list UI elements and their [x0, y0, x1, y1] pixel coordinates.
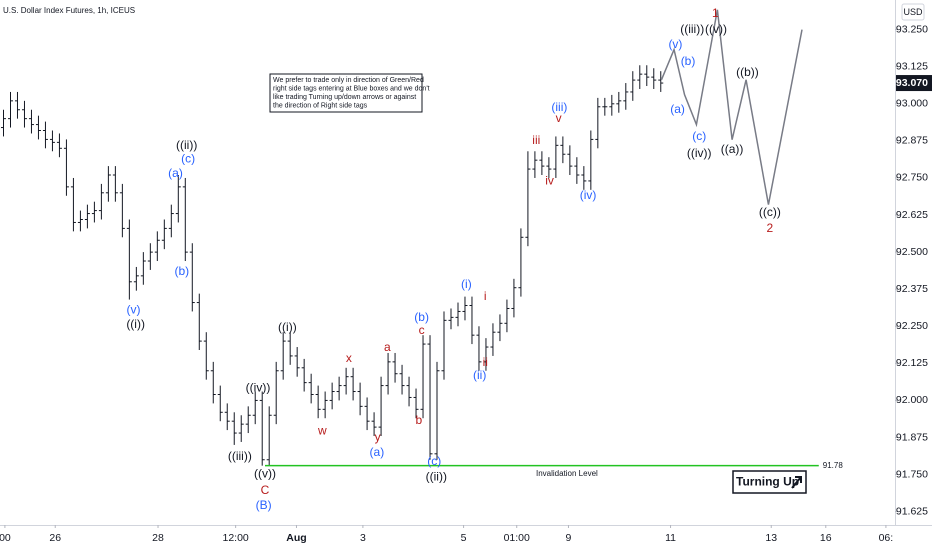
wave-label: ((v))	[254, 467, 276, 481]
y-tick-label: 91.625	[896, 505, 928, 517]
wave-label: (a)	[370, 445, 385, 459]
y-tick-label: 92.000	[896, 394, 928, 406]
wave-label: (iii)	[551, 100, 567, 114]
chart-title: U.S. Dollar Index Futures, 1h, ICEUS	[3, 6, 135, 15]
x-tick-label: 12:00	[222, 532, 248, 544]
wave-label: iii	[532, 133, 540, 147]
wave-label: ((iii))	[228, 449, 252, 463]
wave-label: (v)	[668, 37, 682, 51]
wave-label: C	[261, 483, 270, 497]
y-tick-label: 92.500	[896, 246, 928, 258]
wave-label: (ii)	[473, 368, 486, 382]
y-tick-label: 92.375	[896, 283, 928, 295]
wave-label: (i)	[461, 277, 472, 291]
x-tick-label: 3	[360, 532, 366, 544]
x-tick-label: 16	[820, 532, 832, 544]
y-tick-label: 92.875	[896, 135, 928, 147]
last-price-label: 93.070	[896, 77, 928, 89]
wave-label: b	[415, 413, 422, 427]
wave-label: (iv)	[580, 188, 597, 202]
signal-label: Turning Up	[736, 475, 799, 489]
x-tick-label: 9	[566, 532, 572, 544]
x-tick-label: 11	[665, 532, 676, 544]
y-tick-label: 92.750	[896, 172, 928, 184]
wave-label: ((i))	[126, 317, 145, 331]
x-tick-label: 13	[765, 532, 777, 544]
wave-label: (b)	[174, 264, 189, 278]
note-line: We prefer to trade only in direction of …	[273, 77, 424, 84]
x-tick-label: 00	[0, 532, 11, 544]
projection-path	[660, 9, 803, 205]
wave-label: (c)	[692, 129, 706, 143]
x-tick-label: Aug	[286, 532, 306, 544]
wave-label: ((v))	[705, 22, 727, 36]
wave-label: (B)	[256, 498, 272, 512]
y-tick-label: 91.750	[896, 468, 928, 480]
y-tick-label: 92.125	[896, 357, 928, 369]
wave-label: 1	[712, 6, 719, 20]
signal-box	[732, 470, 807, 494]
wave-label: v	[556, 111, 562, 125]
wave-label: a	[384, 340, 391, 354]
last-price-tag	[896, 75, 932, 92]
wave-label: ((c))	[759, 205, 781, 219]
wave-label: ((iv))	[246, 381, 271, 395]
x-tick-label: 28	[152, 532, 164, 544]
wave-label: ((ii))	[426, 470, 447, 484]
currency-box[interactable]	[901, 3, 925, 21]
wave-label: 2	[766, 221, 773, 235]
wave-label: iv	[545, 174, 554, 188]
y-tick-label: 92.250	[896, 320, 928, 332]
wave-label: ((i))	[278, 320, 297, 334]
wave-label: ((b))	[736, 65, 759, 79]
invalidation-label: Invalidation Level	[536, 469, 598, 478]
wave-label: y	[375, 430, 381, 444]
x-tick-label: 06:	[879, 532, 894, 544]
wave-label: w	[317, 424, 327, 438]
wave-label: (a)	[670, 102, 685, 116]
wave-label: (a)	[168, 166, 183, 180]
wave-label: x	[346, 351, 352, 365]
y-tick-label: 93.000	[896, 98, 928, 110]
note-line: right side tags entering at Blue boxes a…	[273, 85, 430, 92]
wave-label: (b)	[681, 54, 696, 68]
note-box	[269, 73, 423, 113]
wave-label: (c)	[181, 152, 195, 166]
y-tick-label: 92.625	[896, 209, 928, 221]
note-line: the direction of Right side tags	[273, 102, 368, 109]
wave-label: c	[419, 323, 425, 337]
y-tick-label: 93.250	[896, 23, 928, 35]
wave-label: (c)	[427, 454, 441, 468]
wave-label: ((iv))	[687, 146, 712, 160]
y-tick-label: 91.875	[896, 431, 928, 443]
wave-label: i	[484, 289, 487, 303]
currency: USD	[903, 7, 923, 17]
wave-label: ((ii))	[176, 138, 197, 152]
wave-label: (v)	[127, 303, 141, 317]
wave-label: ((a))	[721, 142, 744, 156]
signal-arrow	[791, 476, 802, 489]
note-line: like trading Turning up/down arrows or a…	[273, 94, 416, 101]
x-tick-label: 01:00	[504, 532, 530, 544]
x-tick-label: 26	[49, 532, 61, 544]
wave-label: ((iii))	[680, 22, 704, 36]
invalidation-value: 91.78	[823, 461, 844, 470]
y-tick-label: 93.125	[896, 61, 928, 73]
wave-label: (b)	[414, 310, 429, 324]
x-tick-label: 5	[461, 532, 467, 544]
wave-label: ii	[483, 355, 488, 369]
